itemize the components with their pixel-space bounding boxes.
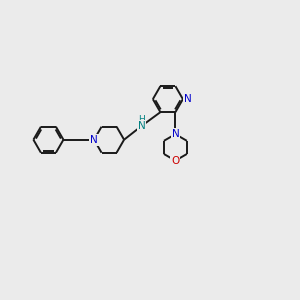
Text: N: N [90, 135, 98, 145]
Text: N: N [172, 129, 179, 139]
Text: N: N [184, 94, 192, 104]
Text: N: N [138, 121, 146, 131]
Text: N: N [172, 129, 179, 139]
Text: O: O [171, 156, 179, 166]
Text: H: H [138, 115, 145, 124]
